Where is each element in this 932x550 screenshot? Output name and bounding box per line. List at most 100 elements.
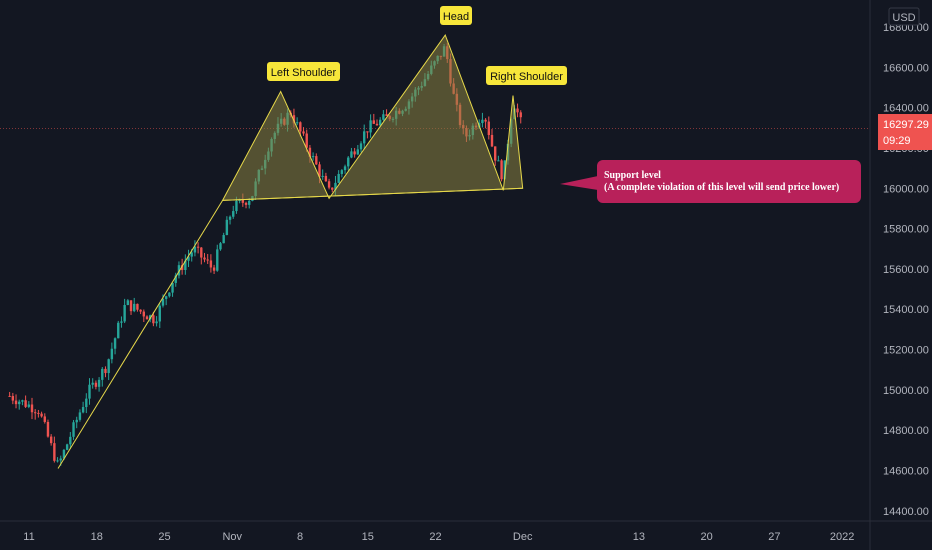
candle-body	[212, 267, 216, 271]
candle-body	[337, 173, 340, 183]
candle-body	[248, 200, 251, 205]
candle-body	[88, 384, 91, 399]
candle-body	[363, 131, 366, 144]
price-axis[interactable]: 16800.0016600.0016400.0016200.0016000.00…	[883, 22, 929, 518]
current-price-badge: 16297.29 09:29	[878, 114, 932, 150]
candle-body	[158, 305, 161, 322]
candle-body	[177, 265, 181, 276]
candle-body	[155, 321, 158, 324]
candle-body	[24, 400, 27, 407]
candle-body	[340, 170, 344, 174]
candle-body	[385, 114, 388, 116]
time-tick-label: 11	[23, 531, 34, 543]
candle-body	[145, 316, 149, 320]
candle-body	[46, 421, 50, 437]
price-tick-label: 15800.00	[883, 224, 929, 236]
candle-body	[331, 187, 334, 190]
candle-body	[75, 419, 78, 423]
candle-body	[27, 404, 31, 407]
candle-body	[113, 338, 117, 349]
candle-body	[91, 382, 94, 385]
candle-body	[97, 379, 101, 387]
candle-body	[299, 122, 302, 132]
candle-body	[372, 120, 376, 124]
candle-body	[350, 151, 353, 158]
candle-body	[43, 416, 46, 422]
time-axis[interactable]: 11 18 25 Nov 8 15 22 Dec 13 20 27 2022	[23, 531, 854, 543]
candle-body	[209, 260, 213, 268]
candle-body	[101, 368, 104, 380]
candle-body	[164, 296, 168, 299]
pattern-area	[221, 34, 524, 201]
left-shoulder-text: Left Shoulder	[271, 67, 337, 79]
candle-body	[481, 119, 484, 124]
candle-body	[110, 348, 114, 360]
time-tick-label: 15	[362, 531, 374, 543]
candle-body	[484, 119, 487, 122]
candle-body	[203, 257, 206, 260]
right-shoulder-label: Right Shoulder	[486, 66, 567, 85]
candle-body	[244, 202, 248, 205]
candle-body	[107, 359, 110, 374]
candle-body	[49, 436, 53, 444]
right-shoulder-text: Right Shoulder	[490, 71, 563, 83]
time-tick-label: 22	[429, 531, 441, 543]
candle-body	[190, 252, 193, 257]
candle-body	[126, 300, 130, 306]
candle-body	[519, 112, 522, 118]
time-tick-label: Nov	[222, 531, 242, 543]
currency-label[interactable]: USD	[892, 12, 915, 24]
candle-body	[353, 151, 356, 155]
candle-body	[72, 422, 75, 437]
candle-body	[216, 249, 219, 271]
candle-body	[493, 146, 497, 161]
price-tick-label: 15600.00	[883, 264, 929, 276]
price-tick-label: 16400.00	[883, 103, 929, 115]
price-tick-label: 14800.00	[883, 425, 929, 437]
candle-body	[295, 122, 299, 124]
candle-body	[500, 160, 503, 180]
candle-body	[139, 309, 142, 312]
neckline	[222, 187, 523, 201]
candle-body	[356, 149, 360, 155]
candle-body	[136, 303, 139, 310]
candle-body	[30, 404, 34, 413]
candle-body	[11, 396, 15, 401]
currency-box[interactable]	[888, 7, 920, 26]
support-level-callout: Support level (A complete violation of t…	[560, 160, 861, 203]
candle-body	[40, 413, 43, 417]
candle-body	[152, 315, 155, 324]
candle-body	[200, 247, 203, 258]
candle-body	[18, 401, 21, 405]
candle-body	[62, 449, 66, 459]
candle-body	[129, 300, 133, 312]
time-tick-label: 27	[768, 531, 780, 543]
candle-body	[196, 246, 200, 248]
candle-body	[171, 282, 174, 293]
trendline	[57, 200, 224, 469]
candle-body	[334, 182, 337, 190]
candle-body	[487, 121, 490, 135]
candle-body	[123, 305, 126, 322]
price-tick-label: 15400.00	[883, 304, 929, 316]
candle-body	[65, 444, 69, 450]
price-tick-label: 15000.00	[883, 385, 929, 397]
candle-body	[497, 160, 500, 162]
candle-body	[117, 322, 120, 339]
candle-body	[490, 134, 494, 147]
candle-body	[94, 382, 98, 387]
candle-body	[305, 133, 308, 148]
candle-body	[78, 412, 82, 420]
candle-body	[324, 175, 328, 182]
time-tick-label: Dec	[513, 531, 533, 543]
time-tick-label: 2022	[830, 531, 854, 543]
candle-body	[193, 246, 197, 253]
candle-body	[318, 164, 321, 177]
candle-body	[33, 412, 37, 414]
candle-body	[343, 166, 347, 171]
head-text: Head	[443, 11, 469, 23]
current-price-value: 16297.29	[883, 119, 929, 131]
candle-body	[225, 219, 229, 236]
candle-body	[366, 131, 369, 133]
